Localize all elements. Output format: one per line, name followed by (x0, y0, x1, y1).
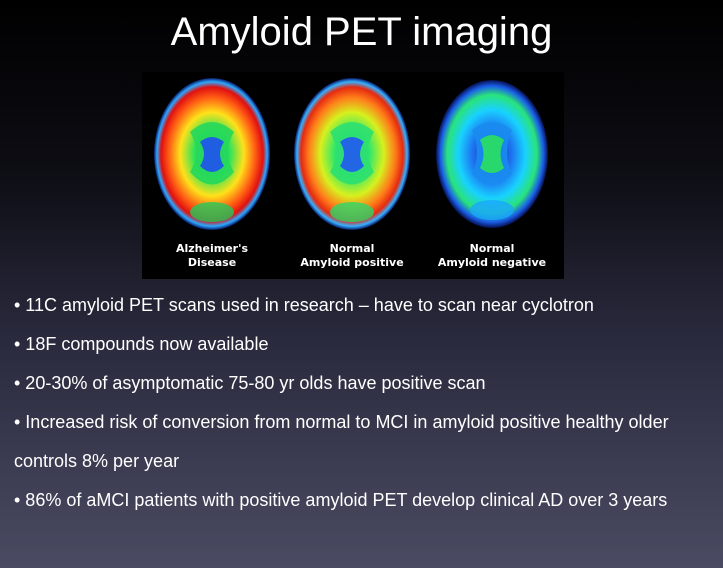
bullet-list: • 11C amyloid PET scans used in research… (14, 286, 714, 520)
bullet-item: • 86% of aMCI patients with positive amy… (14, 490, 668, 510)
slide-title: Amyloid PET imaging (170, 10, 553, 54)
caption-line: Disease (187, 256, 237, 269)
pet-scan-images (154, 78, 548, 230)
bullet-item: • 18F compounds now available (14, 334, 269, 354)
caption-line: Alzheimer's (175, 242, 248, 255)
scan-amyloid-negative (436, 80, 548, 228)
caption-line: Amyloid positive (300, 256, 404, 269)
caption-amyloid-positive: Normal Amyloid positive (282, 242, 422, 270)
bullet-item: • 11C amyloid PET scans used in research… (14, 295, 594, 315)
caption-amyloid-negative: Normal Amyloid negative (422, 242, 562, 270)
caption-line: Normal (469, 242, 515, 255)
pet-scan-figure: Alzheimer's Disease Normal Amyloid posit… (142, 72, 564, 279)
scan-alzheimers (154, 78, 270, 230)
caption-line: Amyloid negative (437, 256, 547, 269)
bullet-item: • 20-30% of asymptomatic 75-80 yr olds h… (14, 373, 486, 393)
caption-line: Normal (329, 242, 375, 255)
caption-alzheimers: Alzheimer's Disease (142, 242, 282, 270)
bullet-item: • Increased risk of conversion from norm… (14, 412, 669, 471)
scan-amyloid-positive (294, 78, 410, 230)
